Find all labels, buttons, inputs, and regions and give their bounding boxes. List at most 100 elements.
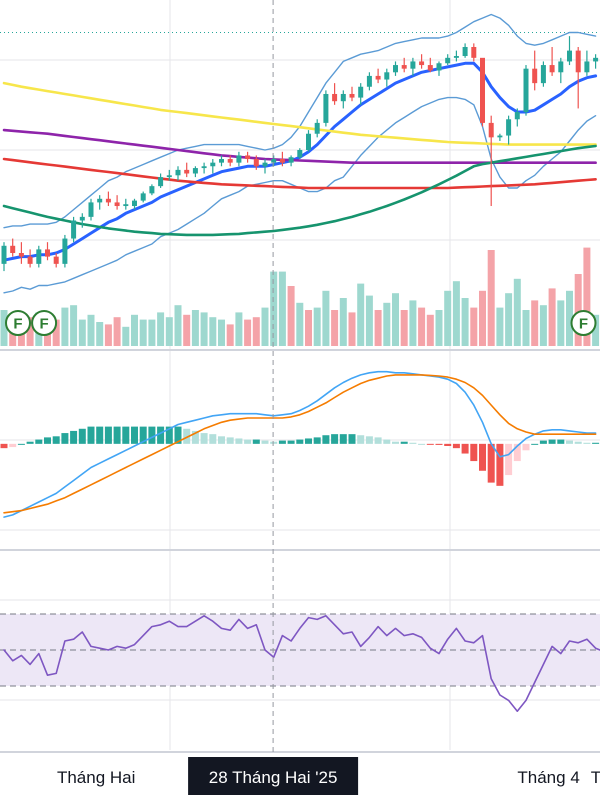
candle [532,50,538,91]
candle [340,90,346,109]
volume-bar [487,250,495,346]
macd-histogram-bar [539,440,547,444]
candle [358,83,364,105]
candle [497,133,503,141]
volume-bar [61,307,69,346]
candle-body [401,65,407,69]
candle-body [279,159,285,163]
candle-body [245,155,251,160]
candle [227,155,233,167]
candle [453,50,459,62]
macd-histogram-bar [470,443,478,462]
macd-histogram-bar [35,439,43,444]
candle [471,43,477,62]
volume-bar [444,290,452,346]
volume-bar [113,317,121,346]
candle [297,148,303,160]
macd-histogram-bar [566,440,573,444]
macd-histogram-bar [113,426,121,444]
candle-body [88,202,94,217]
event-marker-f-icon[interactable]: F [31,310,58,336]
macd-histogram-bar [365,436,373,444]
candles [1,36,599,272]
event-marker-f-icon[interactable]: F [570,310,597,336]
candle-body [10,245,16,254]
candle [445,54,451,66]
macd-histogram-bar [409,442,417,444]
macd-histogram-bar [148,426,156,444]
candle-body [488,122,494,138]
macd-histogram-bar [452,443,460,449]
macd-histogram-bar [548,439,556,444]
macd-histogram-bar [261,440,269,444]
macd-histogram-bar [70,430,78,444]
macd-histogram-bar [348,434,356,444]
volume-bar [148,319,156,346]
candle-body [393,65,398,73]
volume-bar [0,310,8,346]
candle [384,68,390,87]
volume-bar [26,317,34,346]
candle-body [462,46,468,57]
candle-body [297,150,303,158]
volume-bar [392,293,399,346]
candle-body [192,168,198,174]
candle [488,115,494,207]
macd-histogram-bar [322,435,330,444]
candle-body [62,238,68,264]
event-marker-f-icon[interactable]: F [5,310,31,336]
candle [349,86,355,102]
macd-histogram-bar [235,438,243,444]
candle-body [314,122,320,134]
macd-histogram-bar [392,441,399,444]
moving-average-line-5 [2,157,597,190]
candle [149,184,155,196]
macd-histogram-bar [339,434,347,444]
candle [323,90,329,127]
macd-histogram-bar [557,439,565,444]
candle-body [340,93,346,102]
macd-histogram-bar [17,443,25,445]
macd-histogram-bar [96,426,104,444]
macd-histogram-bar [505,443,513,476]
volume-bar [200,312,208,346]
candle [523,65,529,116]
candle-body [558,61,564,73]
macd-histogram-bar [418,443,426,445]
candle [271,155,277,167]
macd-histogram-bar [0,443,8,449]
macd-histogram-bar [522,443,530,451]
candle [306,130,311,152]
volume-bar [574,274,582,346]
candle-body [105,198,111,203]
macd-panel [0,370,600,518]
macd-histogram-bar [296,439,304,444]
macd-histogram-bar [487,443,495,483]
candle [410,57,416,76]
volume-bar [522,310,530,346]
volume-bar [96,322,104,346]
macd-histogram-bar [331,434,339,444]
volume-bar [287,286,295,346]
macd-histogram-bar [583,442,591,444]
candle [219,155,224,167]
candle-body [175,169,181,176]
candle-body [53,256,59,264]
volume-bar [165,317,173,346]
candle [506,115,512,145]
candle [192,166,198,178]
candle [123,198,129,210]
candle-body [332,93,338,102]
candle-body [506,119,512,136]
candle-body [306,133,311,150]
macd-histogram-bar [122,426,130,444]
rsi-line [3,614,600,713]
macd-histogram-bar [513,443,521,462]
volume-bar [374,310,382,346]
candle [288,155,294,167]
macd-histogram-bar [426,443,434,445]
volume-bar [296,302,304,346]
volume-bar [539,305,547,346]
